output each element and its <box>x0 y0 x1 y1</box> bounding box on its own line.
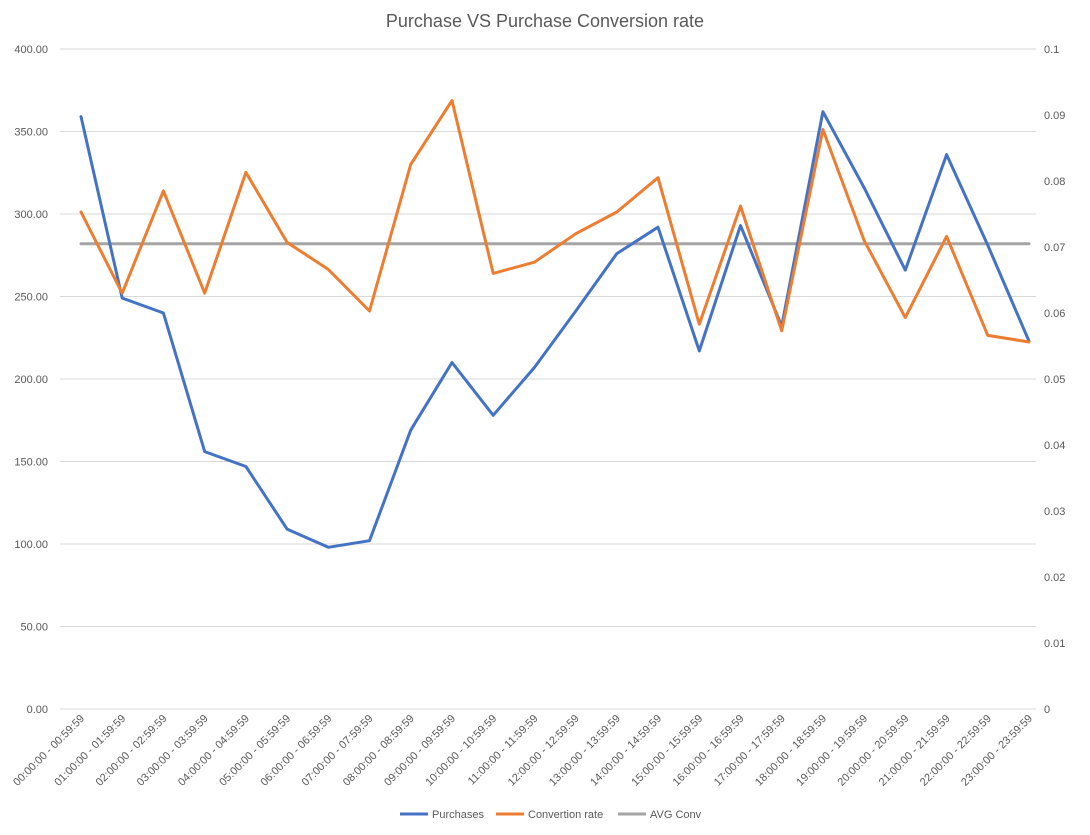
left-tick-label: 50.00 <box>20 622 48 634</box>
x-tick-label: 02:00:00 - 02:59:59 <box>94 713 170 789</box>
left-tick-label: 100.00 <box>14 539 48 551</box>
left-tick-label: 250.00 <box>14 292 48 304</box>
x-tick-label: 17:00:00 - 17:59:59 <box>712 713 788 789</box>
series-lines <box>79 99 1031 549</box>
x-tick-label: 19:00:00 - 19:59:59 <box>794 713 870 789</box>
right-tick-label: 0.05 <box>1044 374 1065 386</box>
legend-label: Convertion rate <box>528 809 603 821</box>
legend-label: Purchases <box>432 809 484 821</box>
legend-label: AVG Conv <box>650 809 702 821</box>
x-tick-label: 10:00:00 - 10:59:59 <box>423 713 499 789</box>
x-tick-label: 13:00:00 - 13:59:59 <box>547 713 623 789</box>
right-tick-label: 0.08 <box>1044 176 1065 188</box>
legend: Purchases Convertion rate AVG Conv <box>400 809 702 821</box>
x-tick-label: 16:00:00 - 16:59:59 <box>671 713 747 789</box>
left-tick-label: 200.00 <box>14 374 48 386</box>
x-tick-label: 09:00:00 - 09:59:59 <box>382 713 458 789</box>
right-axis-ticks: 0 0.01 0.02 0.03 0.04 0.05 0.06 0.07 0.08 0.09 0.1 <box>1044 44 1065 716</box>
x-tick-label: 00:00:00 - 00:59:59 <box>11 713 87 789</box>
right-tick-label: 0.07 <box>1044 242 1065 254</box>
right-tick-label: 0.1 <box>1044 44 1059 56</box>
series-line-convertion-rate <box>79 99 1031 344</box>
x-tick-label: 22:00:00 - 22:59:59 <box>918 713 994 789</box>
right-tick-label: 0.02 <box>1044 572 1065 584</box>
right-tick-label: 0.09 <box>1044 110 1065 122</box>
x-tick-label: 01:00:00 - 01:59:59 <box>52 713 128 789</box>
x-tick-label: 23:00:00 - 23:59:59 <box>959 713 1035 789</box>
right-tick-label: 0 <box>1044 704 1050 716</box>
right-tick-label: 0.03 <box>1044 506 1065 518</box>
right-tick-label: 0.06 <box>1044 308 1065 320</box>
left-axis-ticks: 0.00 50.00 100.00 150.00 200.00 250.00 300.00 3… <box>14 44 48 716</box>
x-tick-label: 20:00:00 - 20:59:59 <box>836 713 912 789</box>
x-tick-label: 03:00:00 - 03:59:59 <box>135 713 211 789</box>
chart-title: Purchase VS Purchase Conversion rate <box>386 11 704 31</box>
x-tick-label: 11:00:00 - 11:59:59 <box>466 713 541 788</box>
left-tick-label: 300.00 <box>14 209 48 221</box>
left-tick-label: 400.00 <box>14 44 48 56</box>
x-tick-label: 04:00:00 - 04:59:59 <box>176 713 252 789</box>
left-tick-label: 150.00 <box>14 457 48 469</box>
x-tick-label: 15:00:00 - 15:59:59 <box>629 713 705 789</box>
right-tick-label: 0.01 <box>1044 638 1065 650</box>
left-tick-label: 350.00 <box>14 127 48 139</box>
x-tick-label: 21:00:00 - 21:59:59 <box>877 713 953 789</box>
series-line-purchases <box>79 110 1031 549</box>
right-tick-label: 0.04 <box>1044 440 1065 452</box>
x-tick-label: 06:00:00 - 06:59:59 <box>258 713 334 789</box>
x-tick-label: 14:00:00 - 14:59:59 <box>588 713 664 789</box>
x-tick-label: 07:00:00 - 07:59:59 <box>300 713 376 789</box>
x-tick-label: 08:00:00 - 08:59:59 <box>341 713 417 789</box>
x-tick-label: 12:00:00 - 12:59:59 <box>506 713 582 789</box>
x-tick-label: 05:00:00 - 05:59:59 <box>217 713 293 789</box>
gridlines <box>60 48 1036 710</box>
x-tick-label: 18:00:00 - 18:59:59 <box>753 713 829 789</box>
left-tick-label: 0.00 <box>27 704 48 716</box>
